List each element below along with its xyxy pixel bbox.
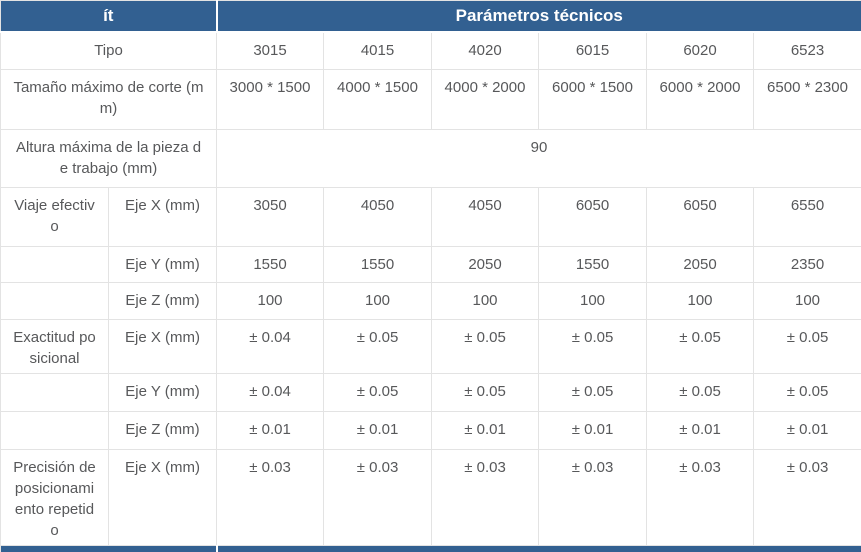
bottom-header-bar bbox=[0, 545, 861, 552]
row-tamano-maximo-corte: Tamaño máximo de corte (m m) 3000 * 1500… bbox=[0, 69, 861, 130]
group-label-cell: Exactitud po sicional bbox=[0, 319, 109, 374]
value-cell: 1550 bbox=[216, 246, 325, 283]
value-cell: 4000 * 2000 bbox=[431, 69, 540, 130]
value-cell: ± 0.05 bbox=[753, 319, 861, 374]
value-cell: ± 0.05 bbox=[538, 319, 648, 374]
value-cell: ± 0.03 bbox=[538, 449, 648, 546]
value-cell: 6550 bbox=[753, 187, 861, 247]
span-value-cell: 90 bbox=[216, 129, 861, 188]
value-cell: ± 0.01 bbox=[431, 411, 540, 450]
group-label-cell bbox=[0, 411, 109, 450]
axis-label-cell: Eje X (mm) bbox=[107, 187, 218, 247]
header-params-cell: Parámetros técnicos bbox=[215, 0, 861, 33]
value-cell: 2350 bbox=[753, 246, 861, 283]
row-tipo: Tipo 3015 4015 4020 6015 6020 6523 bbox=[0, 31, 861, 70]
row-exactitud-eje-y: Eje Y (mm) ± 0.04 ± 0.05 ± 0.05 ± 0.05 ±… bbox=[0, 373, 861, 412]
group-label-cell: Precisión de posicionami ento repetid o bbox=[0, 449, 109, 546]
group-label-cell bbox=[0, 373, 109, 412]
header-item-cell: ít bbox=[0, 0, 217, 33]
value-cell: 6015 bbox=[538, 31, 648, 70]
value-cell: ± 0.03 bbox=[431, 449, 540, 546]
value-cell: 6050 bbox=[646, 187, 755, 247]
value-cell: 4050 bbox=[323, 187, 433, 247]
value-cell: 3015 bbox=[216, 31, 325, 70]
value-cell: ± 0.01 bbox=[646, 411, 755, 450]
value-cell: 6523 bbox=[753, 31, 861, 70]
value-cell: ± 0.05 bbox=[323, 319, 433, 374]
value-cell: ± 0.05 bbox=[646, 319, 755, 374]
axis-label-cell: Eje Y (mm) bbox=[107, 373, 218, 412]
row-viaje-efectivo-eje-y: Eje Y (mm) 1550 1550 2050 1550 2050 2350 bbox=[0, 246, 861, 283]
bottom-bar-right-segment bbox=[215, 545, 861, 552]
value-cell: ± 0.01 bbox=[323, 411, 433, 450]
table-header-row: ít Parámetros técnicos bbox=[0, 0, 861, 33]
axis-label-cell: Eje X (mm) bbox=[107, 319, 218, 374]
value-cell: 100 bbox=[753, 282, 861, 320]
group-label-cell bbox=[0, 282, 109, 320]
value-cell: ± 0.05 bbox=[753, 373, 861, 412]
value-cell: 6000 * 1500 bbox=[538, 69, 648, 130]
value-cell: 100 bbox=[431, 282, 540, 320]
value-cell: 100 bbox=[646, 282, 755, 320]
value-cell: 6020 bbox=[646, 31, 755, 70]
row-label-cell: Altura máxima de la pieza d e trabajo (m… bbox=[0, 129, 218, 188]
value-cell: 2050 bbox=[431, 246, 540, 283]
value-cell: 100 bbox=[538, 282, 648, 320]
group-label-cell bbox=[0, 246, 109, 283]
row-precision-repetido-eje-x: Precisión de posicionami ento repetid o … bbox=[0, 449, 861, 546]
value-cell: ± 0.05 bbox=[431, 373, 540, 412]
value-cell: ± 0.01 bbox=[753, 411, 861, 450]
group-label-cell: Viaje efectiv o bbox=[0, 187, 109, 247]
value-cell: 100 bbox=[216, 282, 325, 320]
axis-label-cell: Eje Z (mm) bbox=[107, 282, 218, 320]
value-cell: ± 0.04 bbox=[216, 319, 325, 374]
value-cell: ± 0.03 bbox=[216, 449, 325, 546]
value-cell: ± 0.03 bbox=[753, 449, 861, 546]
value-cell: 4015 bbox=[323, 31, 433, 70]
value-cell: 1550 bbox=[538, 246, 648, 283]
value-cell: ± 0.05 bbox=[646, 373, 755, 412]
value-cell: ± 0.05 bbox=[538, 373, 648, 412]
axis-label-cell: Eje Z (mm) bbox=[107, 411, 218, 450]
axis-label-cell: Eje Y (mm) bbox=[107, 246, 218, 283]
value-cell: 4050 bbox=[431, 187, 540, 247]
value-cell: ± 0.05 bbox=[323, 373, 433, 412]
value-cell: 4020 bbox=[431, 31, 540, 70]
value-cell: ± 0.03 bbox=[323, 449, 433, 546]
value-cell: 6000 * 2000 bbox=[646, 69, 755, 130]
row-viaje-efectivo-eje-z: Eje Z (mm) 100 100 100 100 100 100 bbox=[0, 282, 861, 320]
row-altura-maxima: Altura máxima de la pieza d e trabajo (m… bbox=[0, 129, 861, 188]
value-cell: ± 0.04 bbox=[216, 373, 325, 412]
value-cell: 1550 bbox=[323, 246, 433, 283]
row-exactitud-eje-x: Exactitud po sicional Eje X (mm) ± 0.04 … bbox=[0, 319, 861, 374]
value-cell: 6050 bbox=[538, 187, 648, 247]
row-label-cell: Tamaño máximo de corte (m m) bbox=[0, 69, 218, 130]
value-cell: ± 0.03 bbox=[646, 449, 755, 546]
value-cell: 3050 bbox=[216, 187, 325, 247]
row-viaje-efectivo-eje-x: Viaje efectiv o Eje X (mm) 3050 4050 405… bbox=[0, 187, 861, 247]
axis-label-cell: Eje X (mm) bbox=[107, 449, 218, 546]
value-cell: ± 0.01 bbox=[538, 411, 648, 450]
value-cell: ± 0.01 bbox=[216, 411, 325, 450]
row-label-cell: Tipo bbox=[0, 31, 218, 70]
bottom-bar-left-segment bbox=[0, 545, 217, 552]
row-exactitud-eje-z: Eje Z (mm) ± 0.01 ± 0.01 ± 0.01 ± 0.01 ±… bbox=[0, 411, 861, 450]
value-cell: 2050 bbox=[646, 246, 755, 283]
value-cell: 3000 * 1500 bbox=[216, 69, 325, 130]
value-cell: 4000 * 1500 bbox=[323, 69, 433, 130]
value-cell: ± 0.05 bbox=[431, 319, 540, 374]
value-cell: 100 bbox=[323, 282, 433, 320]
value-cell: 6500 * 2300 bbox=[753, 69, 861, 130]
